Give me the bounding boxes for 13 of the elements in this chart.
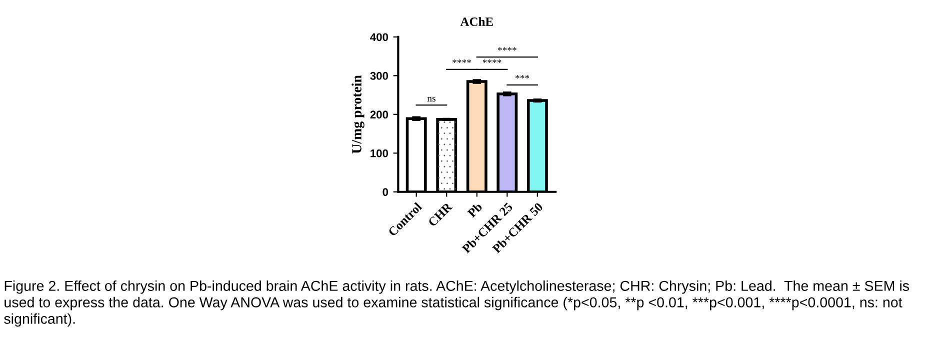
chart-title: AChE: [460, 17, 493, 26]
annotation: ns: [427, 96, 436, 102]
annotation: ****: [498, 47, 516, 51]
annotation: ****: [482, 59, 502, 64]
y-tick-label: 100: [370, 149, 388, 158]
y-tick-label: 300: [370, 72, 388, 80]
annotation: ****: [452, 59, 472, 64]
y-tick-label: 400: [370, 33, 388, 42]
y-axis-title: U/mg protein: [352, 75, 364, 154]
y-tick-label: 200: [370, 110, 388, 119]
caption: Figure 2. Effect of chrysin on Pb-induced brain AChE activity in rats. AChE: Acetylcholinesterase; CHR: Chrysin; Pb: Lead. The mean ± SEM is used to express the data. One Way ANOVA was used to examine statistical significance (*p<0.05, **p <0.01, ***p<0.001, ****p<0.0001, ns: not significant).: [4, 280, 910, 327]
annotation: ***: [515, 74, 530, 79]
y-tick-label: 0: [382, 188, 388, 196]
